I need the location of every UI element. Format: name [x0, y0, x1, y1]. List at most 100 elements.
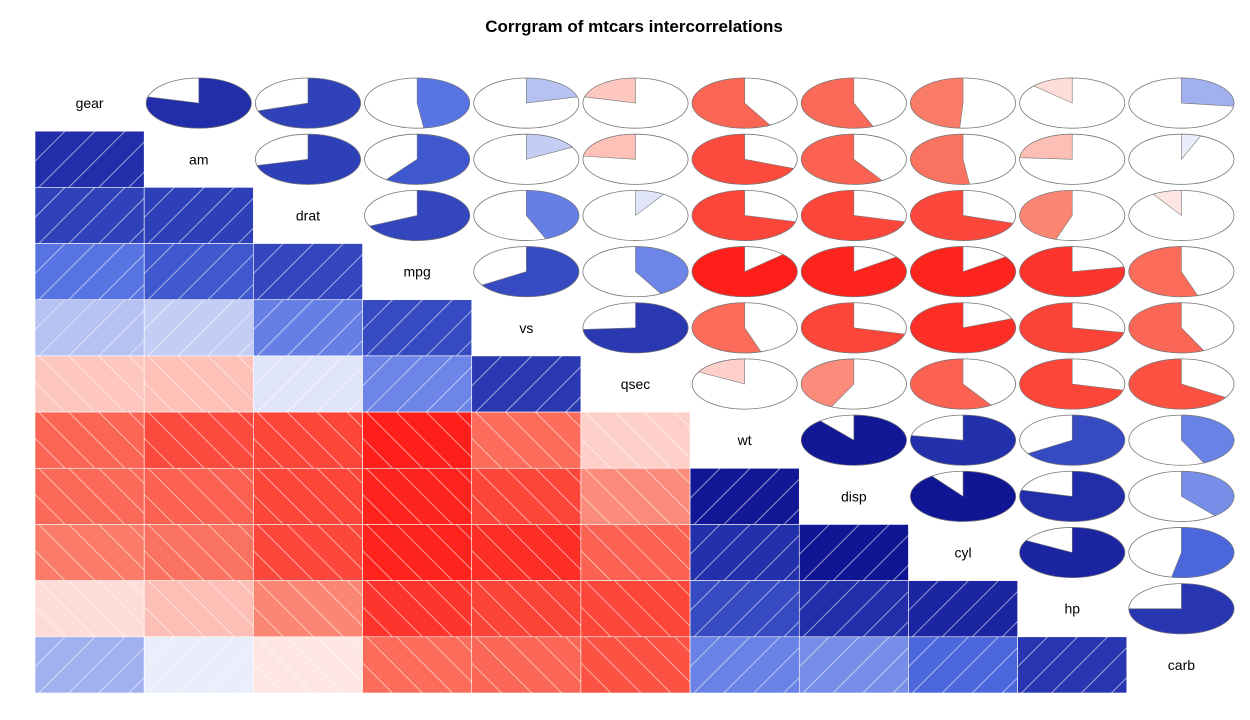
pie-slice-disp-carb — [1181, 470, 1235, 517]
shade-hatch-cyl-drat — [253, 524, 363, 581]
pie-slice-am-wt — [691, 133, 795, 185]
pie-slice-gear-cyl — [910, 77, 964, 129]
diagonal-label-vs: vs — [519, 320, 533, 336]
shade-cell-disp-am — [143, 467, 254, 525]
shade-cell-mpg-am — [143, 243, 254, 301]
shade-hatch-am-gear — [35, 131, 145, 188]
pie-slice-vs-disp — [800, 302, 906, 354]
shade-cell-cyl-qsec — [580, 524, 691, 581]
shade-cell-carb-drat — [253, 636, 363, 694]
pie-slice-am-cyl — [910, 133, 971, 185]
shade-cell-am-gear — [34, 130, 145, 188]
pie-slice-vs-qsec — [582, 302, 689, 354]
shade-hatch-disp-gear — [35, 468, 145, 525]
shade-cell-hp-drat — [253, 580, 363, 638]
pie-slice-hp-carb — [1128, 583, 1235, 635]
diagonal-label-carb: carb — [1168, 657, 1195, 673]
pie-slice-vs-wt — [691, 302, 762, 354]
shade-cell-qsec-vs — [471, 355, 582, 413]
shade-hatch-hp-gear — [35, 580, 145, 637]
shade-cell-wt-gear — [34, 411, 145, 469]
pie-slice-am-carb — [1181, 133, 1202, 161]
shade-hatch-drat-am — [144, 187, 254, 244]
pie-slice-drat-disp — [800, 190, 906, 241]
shade-hatch-mpg-drat — [253, 243, 363, 300]
shade-hatch-carb-wt — [690, 636, 800, 693]
pie-slice-gear-carb — [1181, 77, 1235, 107]
shade-cell-cyl-vs — [471, 524, 582, 581]
shade-cell-vs-mpg — [362, 299, 473, 357]
pie-slice-mpg-carb — [1128, 246, 1199, 298]
pie-slice-cyl-carb — [1171, 527, 1235, 578]
shade-hatch-carb-drat — [253, 636, 363, 693]
shade-cell-disp-mpg — [362, 467, 473, 525]
pie-slice-gear-vs — [526, 77, 578, 104]
diagonal-label-drat: drat — [296, 207, 320, 223]
pie-slice-mpg-vs — [481, 246, 580, 298]
shade-hatch-qsec-am — [144, 355, 254, 413]
shade-cell-wt-drat — [253, 411, 363, 469]
shade-hatch-disp-mpg — [362, 468, 472, 525]
shade-hatch-vs-drat — [253, 299, 363, 356]
diagonal-label-hp: hp — [1064, 601, 1080, 617]
shade-hatch-hp-am — [144, 580, 254, 637]
pie-slice-mpg-hp — [1019, 246, 1126, 297]
pie-slice-qsec-carb — [1128, 358, 1227, 410]
shade-cell-mpg-gear — [34, 243, 145, 301]
diagonal-label-gear: gear — [76, 95, 104, 111]
pie-slice-drat-vs — [526, 190, 580, 240]
diagonal-label-wt: wt — [737, 432, 752, 448]
shade-cell-disp-gear — [34, 467, 145, 525]
shade-hatch-drat-gear — [35, 187, 145, 244]
shade-cell-disp-wt — [689, 467, 800, 525]
pie-slice-am-hp — [1019, 133, 1073, 160]
shade-hatch-vs-gear — [35, 299, 145, 356]
pie-slice-mpg-disp — [800, 246, 907, 298]
pie-slice-am-vs — [526, 133, 574, 160]
shade-hatch-hp-disp — [799, 580, 909, 637]
shade-cell-drat-am — [143, 187, 254, 244]
shade-cell-hp-vs — [471, 580, 582, 638]
pie-slice-vs-cyl — [910, 302, 1016, 354]
shade-cell-qsec-drat — [253, 355, 363, 413]
pie-slice-cyl-hp — [1019, 527, 1126, 578]
pie-slice-drat-cyl — [910, 190, 1014, 241]
shade-hatch-wt-am — [144, 412, 254, 469]
pie-slice-am-drat — [256, 133, 361, 185]
pie-slice-qsec-wt — [697, 358, 745, 385]
pie-slice-qsec-cyl — [910, 358, 992, 410]
shade-hatch-wt-mpg — [362, 412, 472, 469]
pie-slice-gear-hp — [1033, 77, 1073, 104]
shade-cell-disp-vs — [471, 467, 582, 525]
pie-slice-qsec-disp — [800, 358, 855, 408]
shade-hatch-disp-qsec — [580, 468, 691, 525]
shade-hatch-qsec-vs — [471, 355, 581, 413]
shade-hatch-cyl-am — [144, 524, 254, 581]
shade-cell-carb-wt — [689, 636, 800, 694]
pie-slice-drat-carb — [1152, 190, 1182, 217]
pie-slice-gear-qsec — [584, 77, 636, 104]
shade-cell-cyl-mpg — [362, 524, 473, 581]
shade-hatch-cyl-disp — [799, 524, 909, 581]
pie-slice-drat-wt — [691, 190, 797, 241]
pie-slice-wt-hp — [1027, 414, 1126, 466]
pie-slice-gear-disp — [800, 77, 874, 129]
pie-slice-am-disp — [800, 133, 883, 185]
shade-cell-cyl-wt — [689, 524, 800, 581]
pie-slice-wt-disp — [801, 414, 907, 466]
shade-cell-vs-am — [143, 299, 254, 357]
shade-hatch-cyl-vs — [471, 524, 581, 581]
shade-hatch-vs-am — [144, 299, 254, 356]
shade-cell-cyl-am — [143, 524, 254, 581]
shade-hatch-qsec-drat — [253, 355, 363, 413]
shade-cell-qsec-gear — [34, 355, 145, 413]
diagonal-label-disp: disp — [841, 488, 867, 504]
shade-hatch-cyl-qsec — [580, 524, 691, 581]
shade-cell-hp-cyl — [908, 580, 1018, 638]
shade-hatch-wt-vs — [471, 412, 581, 469]
diagonal-label-qsec: qsec — [621, 376, 651, 392]
shade-hatch-vs-mpg — [362, 299, 472, 356]
shade-hatch-carb-vs — [471, 636, 581, 693]
pie-slice-am-mpg — [385, 133, 471, 185]
shade-hatch-carb-mpg — [362, 636, 472, 693]
